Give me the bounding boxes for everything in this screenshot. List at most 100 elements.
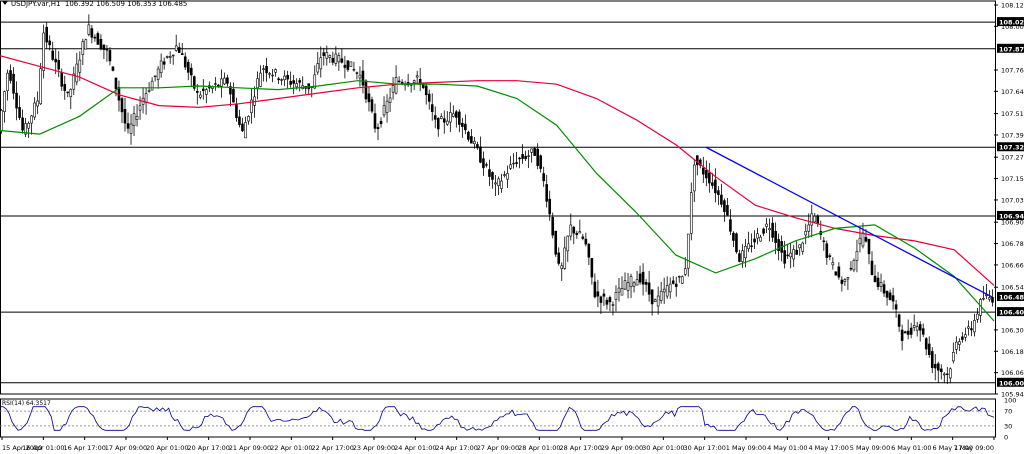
horizontal-levels [0, 21, 996, 384]
candle-body [298, 80, 302, 83]
level-label-box [997, 17, 1024, 27]
candle-body [810, 213, 814, 226]
candle-body [958, 341, 961, 345]
candle-body [183, 56, 187, 68]
candle-body [942, 373, 946, 376]
candle-body [955, 341, 958, 350]
candle-body [849, 267, 853, 270]
candle-body [241, 123, 244, 132]
x-tick-label: 23 Apr 09:00 [353, 444, 395, 452]
level-label-box [997, 307, 1024, 317]
candle-body [578, 231, 582, 234]
candle-body [458, 111, 461, 125]
candle-body [57, 59, 61, 70]
level-label: 108.029 [999, 19, 1024, 27]
candle-body [961, 336, 964, 340]
candle-body [33, 102, 36, 118]
candle-body [99, 38, 103, 50]
candle-body [147, 90, 151, 92]
candle-body [861, 232, 865, 247]
candle-body [668, 283, 672, 293]
level-label: 106.940 [999, 212, 1024, 220]
candle-body [328, 55, 332, 58]
candle-body [66, 91, 70, 94]
candle-body [551, 216, 555, 236]
candle-body [846, 277, 850, 280]
candle-body [186, 61, 190, 73]
candle-body [798, 244, 802, 249]
candle-body [967, 326, 970, 329]
candle-body [292, 80, 295, 84]
candle-body [102, 44, 106, 50]
trendline [705, 146, 993, 298]
candle-body [343, 64, 347, 68]
candle-body [572, 226, 576, 234]
dropdown-icon[interactable] [2, 1, 8, 5]
x-tick-label: 16 Apr 17:00 [63, 444, 105, 452]
candle-body [864, 237, 868, 242]
candle-body [593, 281, 597, 298]
candle-body [867, 238, 871, 255]
candle-body [545, 184, 548, 202]
moving-average-fast [0, 80, 995, 322]
candle-body [250, 99, 253, 114]
candle-body [232, 88, 235, 103]
x-tick-label: 21 Apr 09:00 [229, 444, 271, 452]
candle-body [150, 80, 154, 91]
candle-body [976, 313, 979, 320]
candle-body [223, 77, 226, 85]
candle-body [129, 123, 133, 134]
x-tick-label: 1 May 09:00 [726, 444, 766, 452]
candle-body [202, 88, 205, 92]
candle-body [876, 277, 880, 288]
candle-body [485, 164, 488, 166]
candle-body [319, 57, 323, 70]
candle-body [702, 167, 705, 175]
candle-body [548, 198, 552, 215]
candle-body [599, 296, 603, 303]
candle-body [837, 266, 841, 278]
candle-body [442, 118, 446, 123]
candle-body [144, 93, 148, 103]
candle-body [370, 99, 374, 112]
candle-body [171, 54, 175, 57]
candle-body [581, 236, 585, 239]
candle-body [36, 100, 39, 107]
candle-body [912, 325, 916, 328]
candle-body [500, 180, 503, 189]
candle-body [45, 26, 48, 43]
candle-body [397, 80, 401, 83]
candle-body [84, 39, 88, 50]
candle-body [683, 268, 687, 275]
candle-body [807, 224, 811, 232]
y-tick-label: 107.760 [1001, 66, 1024, 74]
y-tick-label: 106.540 [1001, 284, 1024, 292]
candle-body [78, 59, 82, 73]
x-tick-label: 24 Apr 01:00 [394, 444, 436, 452]
candle-body [680, 276, 684, 284]
level-label: 106.485 [999, 293, 1024, 301]
candle-body [774, 230, 777, 243]
candle-body [280, 79, 283, 81]
candle-body [656, 295, 660, 307]
y-tick-label: 105.940 [1001, 391, 1024, 399]
candle-body [346, 60, 350, 70]
candle-body [840, 279, 844, 284]
candle-body [325, 52, 329, 59]
candle-body [247, 116, 250, 122]
candle-body [689, 192, 693, 234]
candle-body [391, 85, 395, 93]
candle-body [90, 28, 94, 38]
y-tick-label: 107.515 [1001, 110, 1024, 118]
candle-body [265, 66, 268, 74]
candlesticks [0, 14, 994, 384]
candle-body [286, 74, 289, 80]
candle-body [879, 282, 883, 287]
candle-body [735, 233, 738, 253]
candle-body [930, 351, 934, 368]
candle-body [6, 72, 9, 92]
candle-body [72, 73, 76, 90]
candle-body [27, 122, 30, 129]
candle-body [695, 155, 699, 166]
candle-body [235, 103, 238, 119]
